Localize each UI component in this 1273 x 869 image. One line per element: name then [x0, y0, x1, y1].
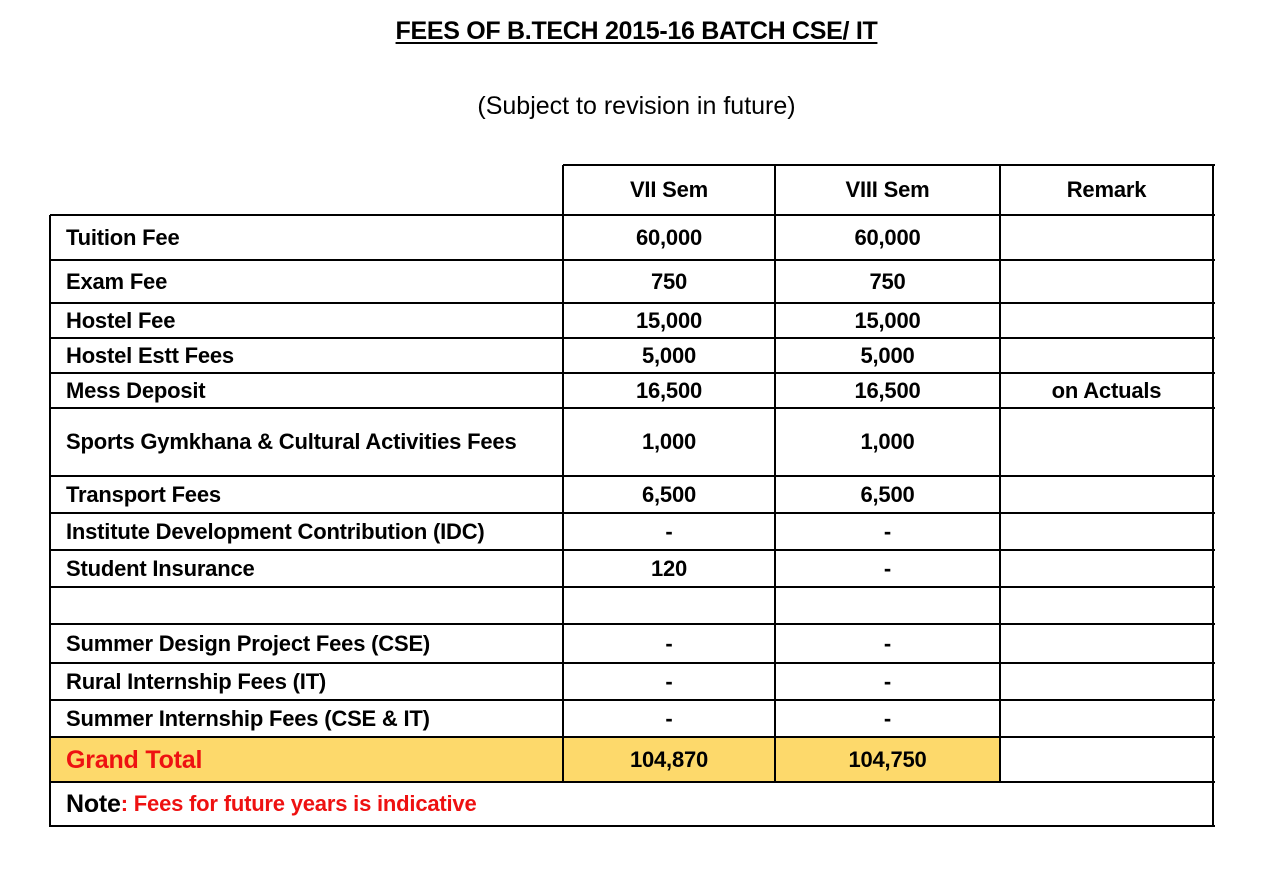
row-remark: [1000, 624, 1213, 663]
row-label: Exam Fee: [66, 268, 168, 294]
row-remark: [1000, 550, 1213, 587]
grid-line: [50, 372, 1215, 374]
row-viii-value: 6,500: [860, 481, 915, 507]
row-label: Summer Internship Fees (CSE & IT): [66, 705, 430, 731]
grid-line: [50, 699, 1215, 701]
row-vii-value: 16,500: [635, 377, 703, 403]
document-subtitle: (Subject to revision in future): [477, 92, 796, 120]
row-remark: [1000, 587, 1213, 624]
row-label: Hostel Estt Fees: [66, 342, 234, 368]
grid-line: [50, 302, 1215, 304]
grid-line: [50, 736, 1215, 738]
row-viii-value: [775, 587, 1000, 624]
grand-total-vii: 104,870: [629, 746, 709, 772]
grid-line: [50, 407, 1215, 409]
grid-line: [562, 165, 564, 783]
row-remark: [1000, 215, 1213, 260]
row-viii-value: -: [883, 630, 892, 656]
document-title: FEES OF B.TECH 2015-16 BATCH CSE/ IT: [395, 17, 878, 45]
row-viii-value: -: [883, 668, 892, 694]
row-vii-value: -: [665, 668, 673, 694]
grid-line: [50, 549, 1215, 551]
row-remark: [1000, 513, 1213, 550]
row-viii-value: 1,000: [860, 429, 915, 454]
grid-line: [50, 623, 1215, 625]
grid-line: [774, 165, 776, 783]
grid-line: [50, 825, 1215, 827]
grid-line: [563, 164, 1215, 166]
row-remark: [1000, 700, 1213, 737]
grid-line: [50, 781, 1215, 783]
row-viii-value: 16,500: [854, 377, 921, 403]
row-vii-value: 120: [650, 555, 688, 581]
row-vii-value: 750: [650, 268, 688, 294]
grid-line: [50, 214, 1215, 216]
note-row: Note: Fees for future years is indicativ…: [50, 782, 1213, 826]
row-viii-value: 60,000: [854, 224, 921, 250]
grid-line: [50, 259, 1215, 261]
header-viii-sem: VIII Sem: [845, 177, 930, 202]
row-label: Rural Internship Fees (IT): [66, 668, 327, 694]
row-label: Institute Development Contribution (IDC): [66, 518, 485, 544]
note-text: : Fees for future years is indicative: [120, 791, 477, 816]
row-label: Summer Design Project Fees (CSE): [66, 630, 431, 656]
row-remark: [1000, 476, 1213, 513]
row-label: Student Insurance: [66, 555, 255, 581]
row-vii-value: 6,500: [641, 481, 697, 507]
row-vii-value: [563, 587, 775, 624]
row-remark: on Actuals: [1051, 377, 1162, 403]
row-label: Transport Fees: [66, 481, 221, 507]
grid-line: [999, 165, 1001, 783]
row-remark: [1000, 338, 1213, 373]
grand-total-remark: [1000, 737, 1213, 782]
row-viii-value: 5,000: [860, 342, 915, 368]
grand-total-viii: 104,750: [848, 746, 927, 772]
row-remark: [1000, 663, 1213, 700]
row-label: [50, 587, 563, 624]
row-vii-value: -: [665, 630, 673, 656]
row-label: Tuition Fee: [66, 224, 180, 250]
grand-total-label: Grand Total: [66, 745, 203, 774]
row-vii-value: 15,000: [635, 307, 703, 333]
row-vii-value: -: [665, 518, 673, 544]
row-viii-value: -: [883, 518, 892, 544]
row-viii-value: 750: [869, 268, 906, 294]
grid-line: [1212, 165, 1214, 827]
row-vii-value: 1,000: [641, 429, 697, 454]
grid-line: [50, 475, 1215, 477]
grid-line: [49, 215, 51, 827]
row-remark: [1000, 408, 1213, 476]
fees-table: VII Sem VIII Sem Remark Tuition Fee 60,000 60…: [49, 164, 1215, 828]
row-viii-value: -: [883, 555, 892, 581]
grand-total-highlight: [50, 737, 1000, 782]
header-remark: Remark: [1066, 177, 1147, 202]
row-vii-value: -: [665, 705, 673, 731]
grid-line: [50, 586, 1215, 588]
header-vii-sem: VII Sem: [629, 177, 709, 202]
grid-line: [50, 662, 1215, 664]
grid-line: [50, 337, 1215, 339]
row-label: Sports Gymkhana & Cultural Activities Fe…: [66, 429, 517, 454]
row-remark: [1000, 260, 1213, 303]
row-label: Hostel Fee: [66, 307, 176, 333]
row-viii-value: 15,000: [854, 307, 921, 333]
row-label: Mess Deposit: [66, 377, 206, 403]
grid-line: [50, 512, 1215, 514]
row-remark: [1000, 303, 1213, 338]
note-label: Note: [66, 790, 121, 818]
row-viii-value: -: [883, 705, 892, 731]
row-vii-value: 5,000: [641, 342, 697, 368]
row-vii-value: 60,000: [635, 224, 703, 250]
